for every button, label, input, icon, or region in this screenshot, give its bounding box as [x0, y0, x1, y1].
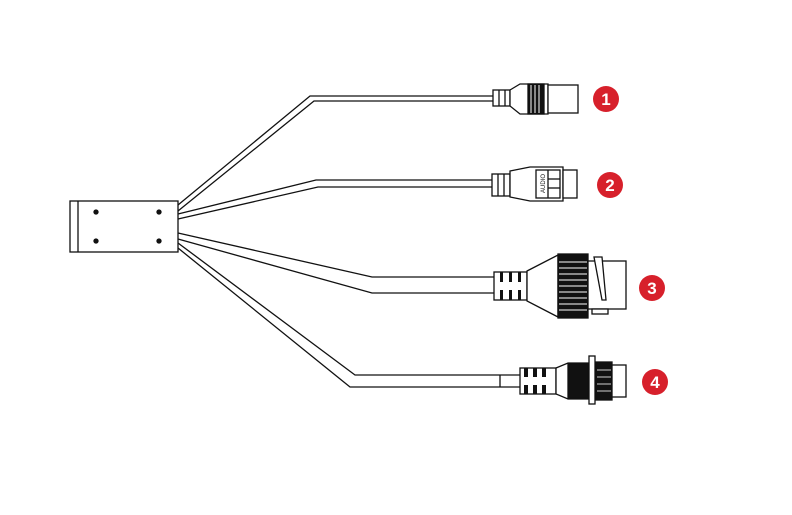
junction-box [69, 200, 179, 253]
cable-3 [177, 232, 494, 294]
badge-1: 1 [593, 86, 619, 112]
audio-label: AUDIO [541, 174, 547, 193]
cables [177, 95, 520, 388]
connector-1-dc-jack [492, 83, 579, 115]
badge-1-number: 1 [601, 90, 610, 109]
connector-4-aviation [519, 355, 627, 405]
badge-3-number: 3 [647, 279, 656, 298]
badge-2-number: 2 [605, 176, 614, 195]
cable-1 [177, 95, 493, 212]
badge-4-number: 4 [650, 373, 660, 392]
cable-2 [177, 179, 492, 220]
badge-3: 3 [639, 275, 665, 301]
cable-4 [177, 242, 520, 388]
badge-4: 4 [642, 369, 668, 395]
connector-2-audio: AUDIO [491, 166, 578, 202]
badge-2: 2 [597, 172, 623, 198]
connector-3-rj45 [493, 253, 627, 319]
